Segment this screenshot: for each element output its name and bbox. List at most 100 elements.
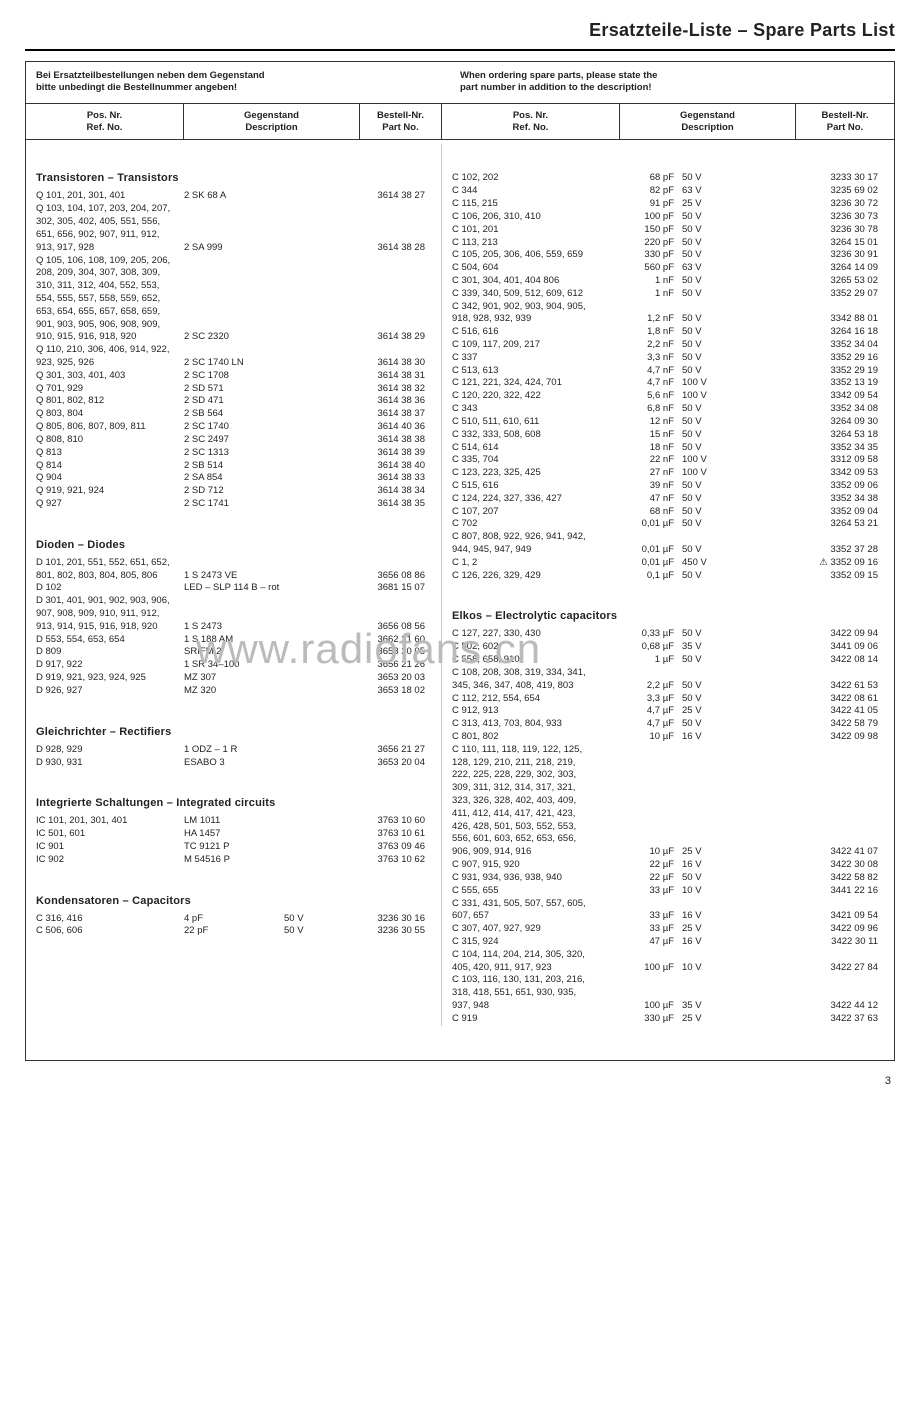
cell-volt [284,854,350,867]
table-row: C 807, 808, 922, 926, 941, 942, [452,531,884,544]
table-row: C 109, 117, 209, 2172,2 nF50 V3352 34 04 [452,339,884,352]
cell-partno: 3352 29 16 [738,352,884,365]
table-row: C 113, 213220 pF50 V3264 15 01 [452,237,884,250]
cell-pos: IC 501, 601 [36,828,184,841]
cell-desc [620,987,682,1000]
cell-volt: 50 V [682,493,738,506]
cell-pos: D 102 [36,582,184,595]
table-row: 128, 129, 210, 211, 218, 219, [452,757,884,770]
cell-partno: 3422 09 96 [738,923,884,936]
cell-pos: 128, 129, 210, 211, 218, 219, [452,757,620,770]
cell-desc: 68 pF [620,172,682,185]
cell-desc: HA 1457 [184,828,284,841]
table-row: C 101, 201150 pF50 V3236 30 78 [452,224,884,237]
cell-desc: 4 pF [184,913,284,926]
cell-partno [350,557,431,570]
cell-partno: 3352 29 19 [738,365,884,378]
cell-pos: 918, 928, 932, 939 [452,313,620,326]
cell-pos: 653, 654, 655, 657, 658, 659, [36,306,184,319]
cell-partno: 3653 20 03 [350,672,431,685]
cell-volt: 25 V [682,923,738,936]
cell-partno: 3422 41 07 [738,846,884,859]
table-row: 318, 418, 551, 651, 930, 935, [452,987,884,1000]
cell-partno: 3422 09 94 [738,628,884,641]
cell-partno: 3352 34 35 [738,442,884,455]
header-pos-2: Pos. Nr.Ref. No. [442,104,620,140]
table-row: C 514, 61418 nF50 V3352 34 35 [452,442,884,455]
cell-desc [184,306,284,319]
cell-partno: 3422 44 12 [738,1000,884,1013]
cell-pos: C 307, 407, 927, 929 [452,923,620,936]
cell-desc [184,216,284,229]
cell-pos: 310, 311, 312, 404, 552, 553, [36,280,184,293]
cell-volt [284,421,350,434]
table-row: 310, 311, 312, 404, 552, 553, [36,280,431,293]
cell-pos: D 930, 931 [36,757,184,770]
cell-pos: 923, 925, 926 [36,357,184,370]
cell-desc: 2 SD 571 [184,383,284,396]
table-row: C 907, 915, 92022 µF16 V3422 30 08 [452,859,884,872]
cell-partno: 3264 15 01 [738,237,884,250]
cell-pos: C 907, 915, 920 [452,859,620,872]
cell-volt [284,460,350,473]
cell-desc: 4,7 nF [620,377,682,390]
cell-volt [682,769,738,782]
table-row: IC 901TC 9121 P3763 09 46 [36,841,431,854]
cell-partno [738,782,884,795]
cell-pos: 937, 948 [452,1000,620,1013]
cell-partno: 3422 30 11 [738,936,884,949]
cell-volt [284,815,350,828]
cell-partno: 3352 34 04 [738,339,884,352]
cell-desc: MZ 307 [184,672,284,685]
table-row: C 315, 92447 µF16 V3422 30 11 [452,936,884,949]
page-number: 3 [25,1075,895,1087]
cell-pos: C 123, 223, 325, 425 [452,467,620,480]
cell-desc: 3,3 nF [620,352,682,365]
table-row: D 928, 9291 ODZ – 1 R3656 21 27 [36,744,431,757]
cell-volt: 50 V [682,249,738,262]
cell-pos: IC 101, 201, 301, 401 [36,815,184,828]
table-row: D 101, 201, 551, 552, 651, 652, [36,557,431,570]
table-row: Q 808, 8102 SC 24973614 38 38 [36,434,431,447]
cell-partno: 3233 30 17 [738,172,884,185]
cell-volt [284,595,350,608]
section-heading: Integrierte Schaltungen – Integrated cir… [36,797,431,809]
table-row: Q 101, 201, 301, 4012 SK 68 A3614 38 27 [36,190,431,203]
cell-pos: C 337 [452,352,620,365]
cell-pos: 554, 555, 557, 558, 559, 652, [36,293,184,306]
cell-partno [738,795,884,808]
cell-volt: 100 V [682,390,738,403]
cell-volt [284,498,350,511]
table-row: C 515, 61639 nF50 V3352 09 06 [452,480,884,493]
cell-partno: 3614 38 34 [350,485,431,498]
cell-partno: 3422 61 53 [738,680,884,693]
cell-volt [682,898,738,911]
table-row: IC 902M 54516 P3763 10 62 [36,854,431,867]
cell-pos: Q 904 [36,472,184,485]
cell-volt: 50 V [682,570,738,583]
cell-partno: 3236 30 78 [738,224,884,237]
cell-volt: 50 V [682,429,738,442]
cell-pos: C 121, 221, 324, 424, 701 [452,377,620,390]
cell-pos: 318, 418, 551, 651, 930, 935, [452,987,620,1000]
table-row: Q 8142 SB 5143614 38 40 [36,460,431,473]
cell-volt: 50 V [682,403,738,416]
table-row: 944, 945, 947, 9490,01 µF50 V3352 37 28 [452,544,884,557]
cell-desc [620,898,682,911]
cell-desc: 2 SC 1741 [184,498,284,511]
cell-partno [738,744,884,757]
cell-partno [350,293,431,306]
cell-pos: 405, 420, 911, 917, 923 [452,962,620,975]
cell-pos: Q 103, 104, 107, 203, 204, 207, [36,203,184,216]
cell-volt: 50 V [682,211,738,224]
cell-pos: 222, 225, 228, 229, 302, 303, [452,769,620,782]
cell-desc: 22 pF [184,925,284,938]
cell-volt [682,833,738,846]
cell-volt [284,672,350,685]
cell-desc [620,769,682,782]
cell-desc: 0,1 µF [620,570,682,583]
cell-volt: 10 V [682,962,738,975]
cell-desc: 91 pF [620,198,682,211]
cell-pos: C 126, 226, 329, 429 [452,570,620,583]
cell-desc: 33 µF [620,923,682,936]
